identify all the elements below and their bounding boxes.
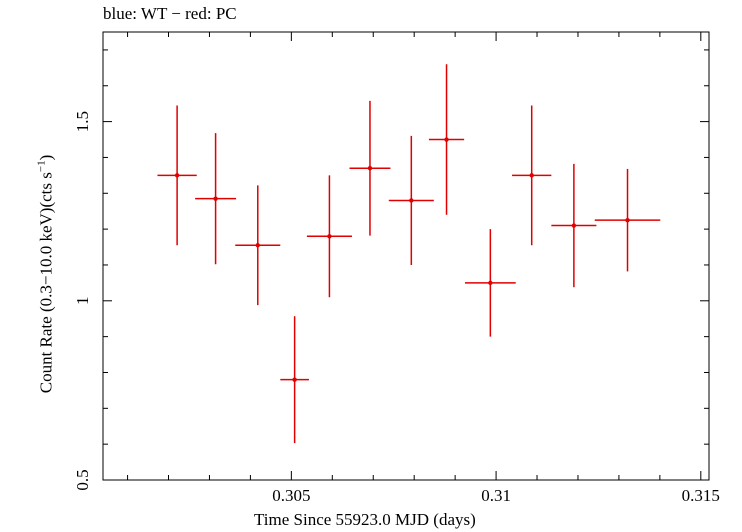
data-point-marker bbox=[292, 377, 297, 382]
y-axis-label: Count Rate (0.3−10.0 keV)(cts s−1) bbox=[36, 155, 57, 394]
data-point-marker bbox=[444, 137, 449, 142]
x-tick-label: 0.305 bbox=[272, 486, 310, 505]
y-tick-label: 0.5 bbox=[73, 469, 92, 490]
data-point-marker bbox=[571, 223, 577, 228]
data-point bbox=[551, 163, 597, 288]
x-tick-label: 0.31 bbox=[481, 486, 511, 505]
data-point bbox=[388, 135, 434, 265]
y-axis-label-sup: −1 bbox=[35, 160, 48, 173]
x-tick-label: 0.315 bbox=[682, 486, 720, 505]
data-point bbox=[349, 100, 391, 236]
data-point-marker bbox=[529, 173, 534, 178]
data-point bbox=[428, 64, 465, 215]
data-point bbox=[306, 175, 352, 298]
data-point bbox=[512, 105, 552, 246]
chart-title: blue: WT − red: PC bbox=[103, 4, 237, 23]
data-point bbox=[280, 316, 309, 444]
y-tick-label: 1 bbox=[73, 297, 92, 306]
axis-tick-labels: 0.305 0.31 0.315 0.5 1 1.5 bbox=[73, 111, 720, 505]
data-point-marker bbox=[488, 280, 493, 286]
data-point-marker bbox=[327, 234, 332, 239]
data-points bbox=[157, 64, 661, 444]
data-point-marker bbox=[174, 173, 180, 178]
data-point-marker bbox=[409, 198, 414, 203]
axis-ticks bbox=[103, 32, 709, 481]
x-axis-label: Time Since 55923.0 MJD (days) bbox=[254, 510, 476, 529]
y-axis-label-end: ) bbox=[36, 154, 56, 161]
data-point-marker bbox=[367, 165, 373, 171]
data-point-marker bbox=[213, 196, 218, 201]
data-point bbox=[157, 105, 197, 246]
y-axis-label-main: Count Rate (0.3−10.0 keV)(cts s bbox=[36, 172, 56, 394]
data-point bbox=[235, 185, 281, 306]
data-point-marker bbox=[625, 217, 630, 223]
data-point bbox=[195, 133, 237, 265]
data-point bbox=[594, 168, 661, 272]
data-point bbox=[464, 229, 516, 337]
data-point-marker bbox=[255, 243, 260, 248]
plot-frame bbox=[102, 31, 710, 481]
y-tick-label: 1.5 bbox=[73, 111, 92, 132]
